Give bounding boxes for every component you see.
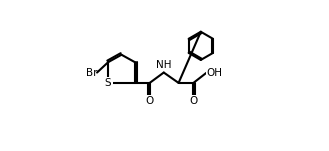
Text: NH: NH [156,60,171,70]
Text: Br: Br [86,67,97,77]
Text: S: S [105,78,112,88]
Text: O: O [145,96,154,106]
Text: O: O [189,96,197,106]
Text: OH: OH [207,67,223,77]
